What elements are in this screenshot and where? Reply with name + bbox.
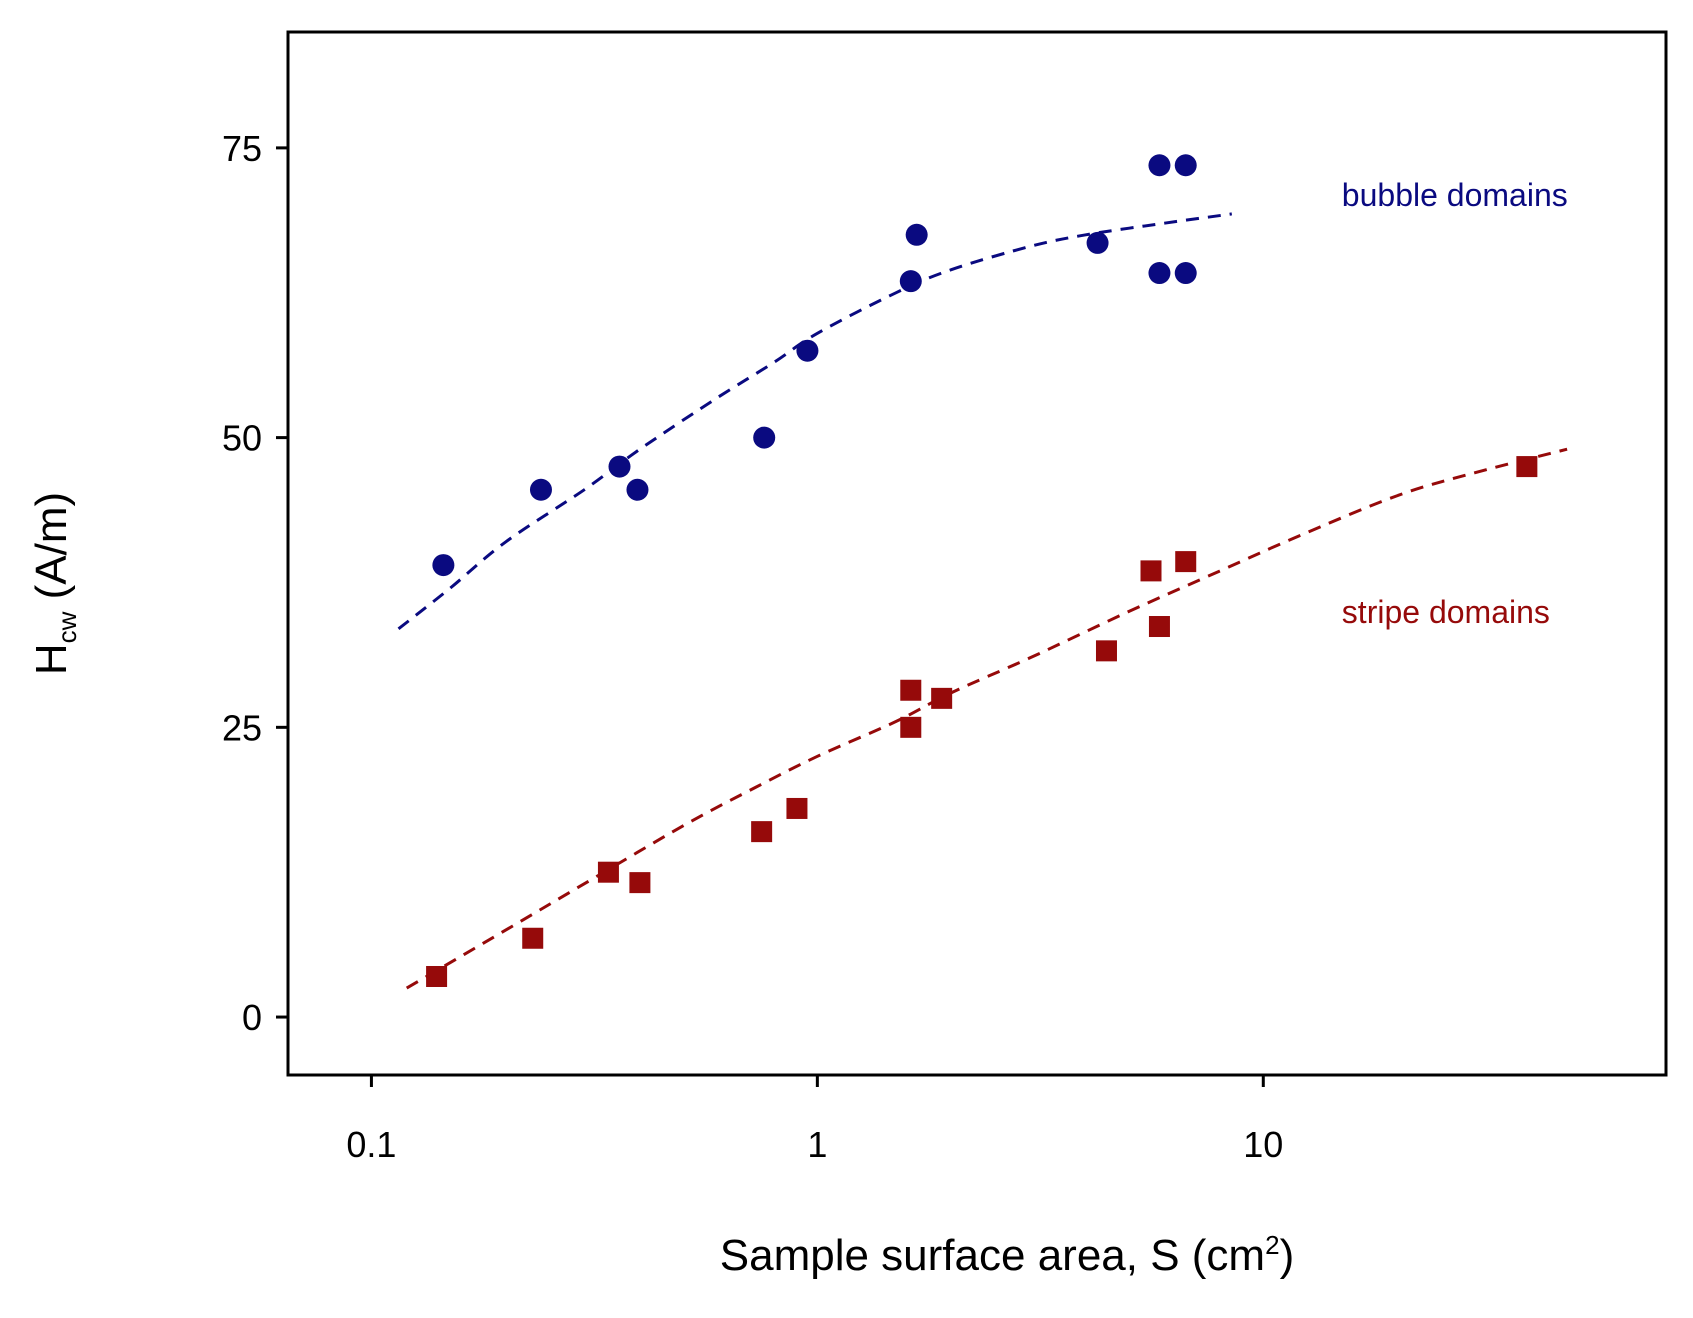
y-tick-label: 50 xyxy=(222,418,262,459)
stripe-domains-point xyxy=(900,716,922,738)
bubble-domains-point xyxy=(608,455,631,478)
x-tick-label: 1 xyxy=(807,1124,827,1165)
stripe-domains-point xyxy=(1095,640,1117,662)
bubble-domains-fit-line xyxy=(397,212,1233,630)
x-tick-label: 0.1 xyxy=(346,1124,396,1165)
y-tick-label: 25 xyxy=(222,707,262,748)
series-labels: bubble domains stripe domains xyxy=(1342,177,1568,630)
x-tick-label: 10 xyxy=(1243,1124,1283,1165)
bubble-domains-point xyxy=(1148,154,1171,177)
bubble-domains-point xyxy=(432,554,455,577)
bubble-domains-point xyxy=(1086,231,1109,254)
stripe-domains-point xyxy=(1516,456,1538,478)
bubble-domains-point xyxy=(626,478,649,501)
y-axis: 0 25 50 75 xyxy=(222,128,288,1038)
y-tick-label: 75 xyxy=(222,128,262,169)
y-axis-title-main: H xyxy=(27,643,76,675)
stripe-domains-point xyxy=(751,821,773,843)
data-points xyxy=(426,154,1538,987)
bubble-domains-point xyxy=(1174,262,1197,285)
bubble-domains-point xyxy=(905,223,928,246)
bubble-domains-point xyxy=(796,339,819,362)
stripe-domains-point xyxy=(900,679,922,701)
stripe-domains-point xyxy=(931,687,953,709)
stripe-domains-point xyxy=(426,965,448,987)
bubble-domains-point xyxy=(1174,154,1197,177)
x-axis-title-tail: ) xyxy=(1280,1231,1295,1280)
stripe-domains-point xyxy=(629,872,651,894)
stripe-domains-point xyxy=(1140,560,1162,582)
bubble-domains-label: bubble domains xyxy=(1342,177,1568,213)
x-axis: 0.1 1 10 xyxy=(346,1075,1283,1165)
stripe-domains-point xyxy=(1175,551,1197,573)
bubble-domains-point xyxy=(753,426,776,449)
stripe-domains-point xyxy=(522,927,544,949)
bubble-domains-point xyxy=(1148,262,1171,285)
stripe-domains-point xyxy=(597,861,619,883)
stripe-domains-point xyxy=(1148,616,1170,638)
y-axis-title-sub: cw xyxy=(52,611,82,643)
x-axis-title-sup: 2 xyxy=(1265,1230,1279,1260)
stripe-domains-point xyxy=(786,797,808,819)
y-axis-title: Hcw (A/m) xyxy=(27,492,82,675)
bubble-domains-point xyxy=(529,478,552,501)
stripe-domains-label: stripe domains xyxy=(1342,594,1550,630)
y-axis-title-tail: (A/m) xyxy=(27,492,76,612)
x-axis-title-main: Sample surface area, S (cm xyxy=(720,1231,1265,1280)
x-axis-title: Sample surface area, S (cm2) xyxy=(720,1230,1294,1280)
plot-frame xyxy=(286,30,1668,1077)
y-tick-label: 0 xyxy=(242,997,262,1038)
bubble-domains-point xyxy=(899,270,922,293)
